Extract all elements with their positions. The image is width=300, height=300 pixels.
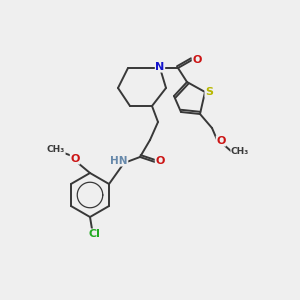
Text: O: O (216, 136, 226, 146)
Text: CH₃: CH₃ (231, 148, 249, 157)
Text: HN: HN (110, 156, 128, 166)
Text: O: O (192, 55, 202, 65)
Text: O: O (155, 156, 165, 166)
Text: Cl: Cl (88, 229, 100, 239)
Text: S: S (205, 87, 213, 97)
Text: N: N (155, 62, 165, 72)
Text: CH₃: CH₃ (47, 146, 65, 154)
Text: O: O (70, 154, 80, 164)
